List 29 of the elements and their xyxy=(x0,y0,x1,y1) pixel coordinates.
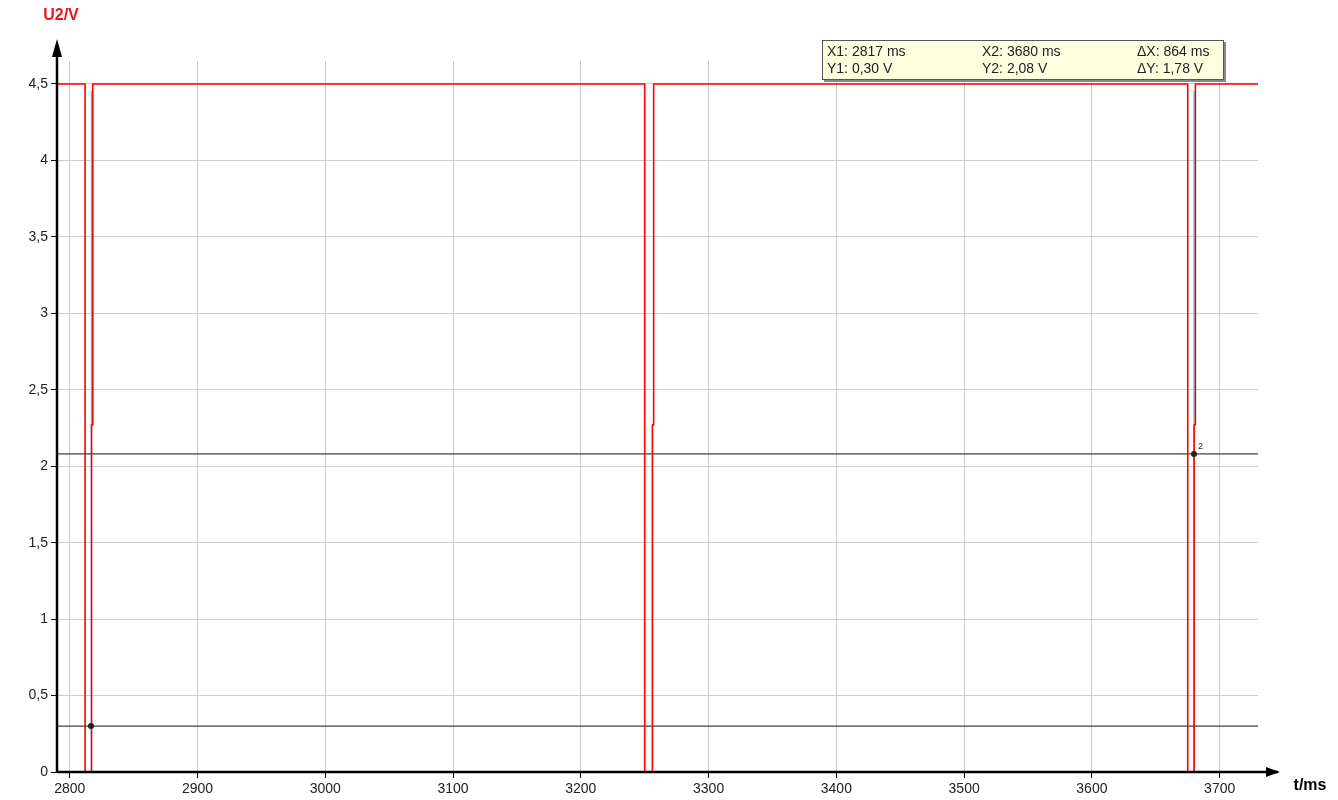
y-tick-label: 4,5 xyxy=(28,74,49,91)
text: X2: 3680 ms xyxy=(982,43,1062,60)
x-tick-label: 3500 xyxy=(948,780,980,797)
y-tick-label: 1 xyxy=(40,609,49,626)
x-tick-label: 2800 xyxy=(54,780,86,797)
y-axis-title: U2/V xyxy=(43,6,80,24)
y-tick-label: 3,5 xyxy=(28,227,49,244)
y-tick-label: 2 xyxy=(40,457,49,474)
annotation: ΔY: 1,78 V xyxy=(1137,60,1205,77)
x-tick-label: 3100 xyxy=(437,780,469,797)
y-tick-label: 2,5 xyxy=(28,380,49,397)
x-tick-label: 3000 xyxy=(309,780,342,797)
annotation: Y1: 0,30 V xyxy=(827,60,894,77)
x-tick-label: 3700 xyxy=(1204,780,1236,797)
text: ΔX: 864 ms xyxy=(1137,43,1211,60)
y-tick-label: 3 xyxy=(40,304,49,321)
x-tick-label: 2900 xyxy=(181,780,214,797)
x-tick-label: 3200 xyxy=(565,780,597,797)
annotation: 2 xyxy=(1198,440,1204,451)
y-tick-label: 0 xyxy=(40,762,49,779)
y-tick-label: 4 xyxy=(40,151,49,168)
y-tick-label: 0,5 xyxy=(28,686,49,703)
x-tick-label: 3600 xyxy=(1076,780,1108,797)
text: X1: 2817 ms xyxy=(827,43,907,60)
x-tick-label: 3300 xyxy=(693,780,725,797)
x-tick-label: 3400 xyxy=(820,780,853,797)
annotation: Y2: 2,08 V xyxy=(982,60,1049,77)
y-tick-label: 1,5 xyxy=(28,533,49,550)
x-axis-title: t/ms xyxy=(1293,776,1327,794)
